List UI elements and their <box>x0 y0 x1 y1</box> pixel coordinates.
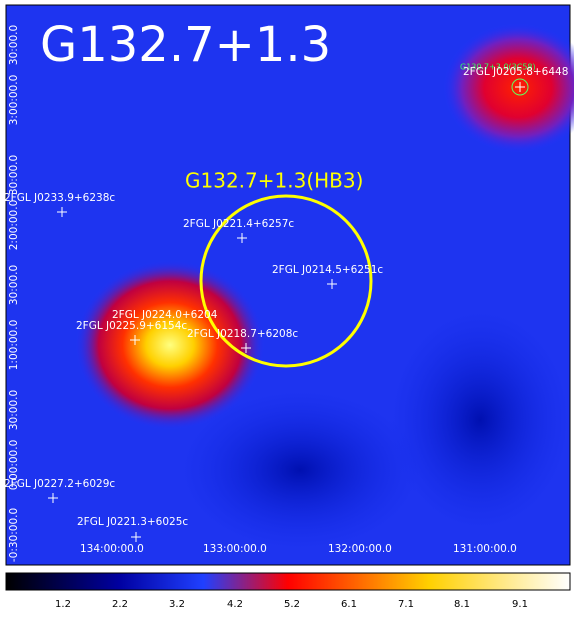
y-tick-label: 2:00:00.0 <box>8 200 20 251</box>
colorbar-label: 3.2 <box>169 599 185 610</box>
bright-region <box>75 260 265 430</box>
colorbar-label: 4.2 <box>227 599 243 610</box>
x-tick-label: 131:00:00.0 <box>453 543 517 555</box>
y-tick-label: 0:00:00.0 <box>8 440 20 491</box>
source-label: 2FGL J0221.4+6257c <box>183 218 294 230</box>
source-label: 2FGL J0233.9+6238c <box>4 192 115 204</box>
remnant-label: G132.7+1.3(HB3) <box>185 169 363 193</box>
colorbar-label: 8.1 <box>454 599 470 610</box>
source-label: 2FGL J0218.7+6208c <box>187 328 298 340</box>
colorbar-label: 5.2 <box>284 599 300 610</box>
y-tick-label: -0:30:00.0 <box>8 508 20 562</box>
low-region <box>390 310 570 530</box>
y-tick-label: 1:00:00.0 <box>8 320 20 371</box>
colorbar-label: 1.2 <box>55 599 71 610</box>
colorbar-label: 7.1 <box>398 599 414 610</box>
sky-map-page: G132.7+1.3 G132.7+1.3(HB3) G130.7+3.0(3C… <box>0 0 574 615</box>
colorbar <box>6 573 570 590</box>
x-tick-label: 134:00:00.0 <box>80 543 144 555</box>
colorbar-labels: 1.2 2.2 3.2 4.2 5.2 6.1 7.1 8.1 9.1 <box>55 599 528 610</box>
y-tick-label: 30:00.0 <box>8 25 20 65</box>
y-axis: 30:00.0 3:00:00.0 30:00.0 2:00:00.0 30:0… <box>8 25 20 562</box>
colorbar-label: 9.1 <box>512 599 528 610</box>
y-tick-label: 30:00.0 <box>8 155 20 195</box>
source-label: 2FGL J0205.8+6448 <box>463 66 568 78</box>
y-tick-label: 30:00.0 <box>8 265 20 305</box>
colorbar-label: 2.2 <box>112 599 128 610</box>
source-label: 2FGL J0225.9+6154c <box>76 320 187 332</box>
x-tick-label: 132:00:00.0 <box>328 543 392 555</box>
source-label: 2FGL J0221.3+6025c <box>77 516 188 528</box>
title: G132.7+1.3 <box>40 17 331 73</box>
x-tick-label: 133:00:00.0 <box>203 543 267 555</box>
colorbar-label: 6.1 <box>341 599 357 610</box>
source-label: 2FGL J0227.2+6029c <box>4 478 115 490</box>
source-label: 2FGL J0214.5+6251c <box>272 264 383 276</box>
y-tick-label: 30:00.0 <box>8 390 20 430</box>
y-tick-label: 3:00:00.0 <box>8 75 20 126</box>
